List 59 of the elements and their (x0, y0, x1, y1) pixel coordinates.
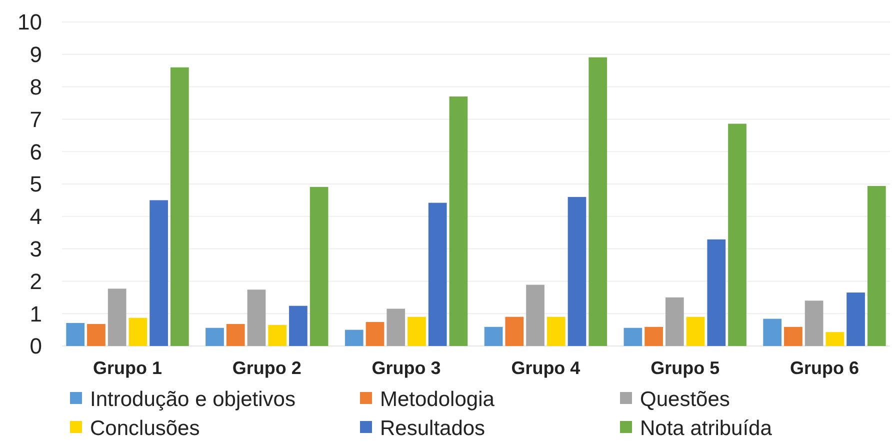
bar (728, 124, 746, 346)
bar (386, 308, 406, 346)
y-tick-label: 10 (18, 10, 42, 35)
bar (428, 202, 447, 346)
y-tick-label: 9 (30, 42, 42, 68)
bar (686, 316, 705, 346)
bar (804, 300, 824, 346)
legend-label: Metodologia (380, 388, 495, 411)
x-tick-label: Grupo 2 (232, 358, 302, 378)
y-tick-label: 4 (30, 204, 42, 230)
x-tick-label: Grupo 6 (790, 358, 859, 378)
bar (310, 186, 328, 346)
x-tick-label: Grupo 4 (511, 358, 580, 378)
bar (66, 322, 85, 346)
bar (846, 292, 865, 346)
bar (546, 316, 566, 346)
bar (150, 200, 168, 346)
y-tick-label: 3 (30, 236, 42, 262)
y-tick-label: 1 (30, 301, 42, 326)
legend-label: Nota atribuída (640, 417, 772, 440)
bar (268, 324, 287, 346)
y-tick-label: 6 (30, 139, 42, 164)
bar (867, 186, 886, 346)
bar (526, 284, 544, 346)
bar (644, 326, 663, 346)
y-tick-label: 2 (30, 268, 42, 294)
bar (763, 318, 782, 346)
bar (128, 318, 148, 346)
bar (206, 328, 224, 346)
bar (707, 239, 726, 346)
bar (408, 316, 426, 346)
bar (826, 332, 844, 346)
legend-label: Questões (640, 388, 730, 411)
bar (170, 67, 189, 346)
bar (344, 330, 364, 346)
y-tick-label: 0 (30, 334, 42, 359)
x-tick-label: Grupo 3 (372, 358, 441, 378)
bar (568, 196, 586, 346)
legend-label: Resultados (380, 417, 486, 440)
bar (624, 328, 642, 346)
bar (505, 316, 524, 346)
legend-label: Introdução e objetivos (90, 388, 296, 411)
y-tick-label: 8 (30, 74, 42, 100)
x-tick-label: Grupo 5 (650, 358, 720, 378)
bar (247, 290, 266, 346)
bar (366, 322, 384, 346)
bar (665, 297, 684, 346)
legend-label: Conclusões (90, 417, 200, 440)
y-tick-label: 7 (30, 106, 42, 132)
bar (226, 324, 245, 346)
bar (449, 96, 468, 346)
bar (108, 288, 126, 346)
bar (784, 326, 802, 346)
bar (588, 57, 608, 346)
bar (87, 324, 106, 346)
bar (484, 326, 503, 346)
x-tick-label: Grupo 1 (93, 358, 162, 378)
y-tick-label: 5 (30, 172, 42, 197)
bar (289, 306, 308, 346)
